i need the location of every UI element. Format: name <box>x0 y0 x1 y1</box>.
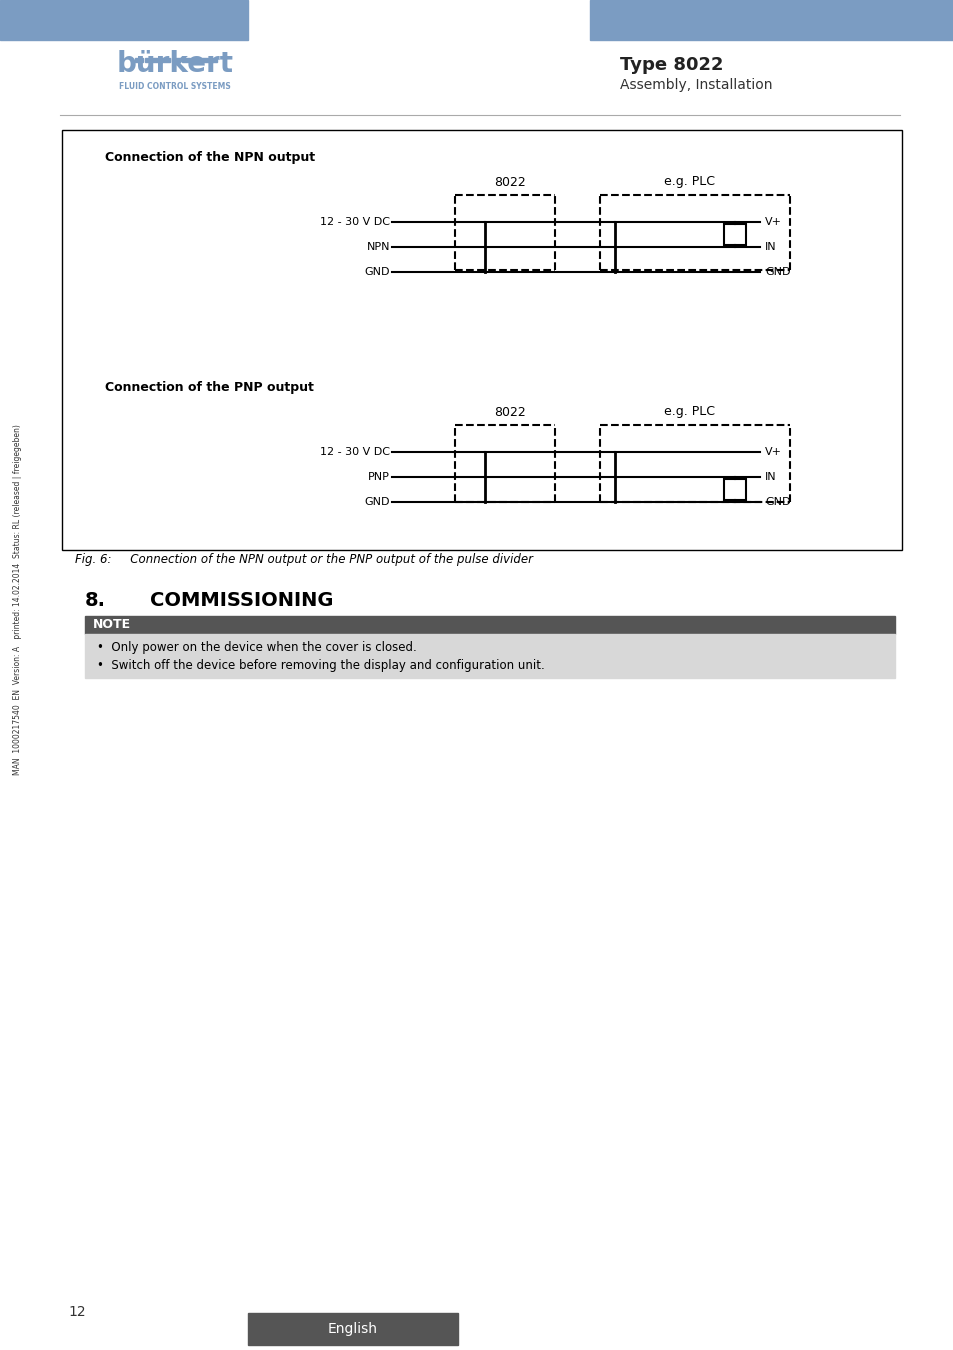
Bar <box>723 479 745 500</box>
Text: Fig. 6:     Connection of the NPN output or the PNP output of the pulse divider: Fig. 6: Connection of the NPN output or … <box>75 554 533 567</box>
Text: FLUID CONTROL SYSTEMS: FLUID CONTROL SYSTEMS <box>119 82 231 90</box>
Bar <box>172 58 180 62</box>
Bar <box>192 58 216 62</box>
Text: IN: IN <box>764 242 776 252</box>
Bar <box>85 616 894 634</box>
Text: GND: GND <box>364 497 390 508</box>
Text: •  Only power on the device when the cover is closed.: • Only power on the device when the cove… <box>97 640 416 653</box>
Text: IN: IN <box>764 472 776 482</box>
Bar <box>135 58 143 62</box>
Bar <box>723 224 745 246</box>
Text: Connection of the NPN output: Connection of the NPN output <box>105 150 314 163</box>
Text: COMMISSIONING: COMMISSIONING <box>150 590 334 609</box>
Text: NPN: NPN <box>366 242 390 252</box>
Text: GND: GND <box>364 267 390 277</box>
Text: bürkert: bürkert <box>116 50 233 78</box>
Text: 12 - 30 V DC: 12 - 30 V DC <box>319 217 390 227</box>
Text: 12: 12 <box>68 1305 86 1319</box>
Text: V+: V+ <box>764 217 781 227</box>
Text: NOTE: NOTE <box>92 618 131 632</box>
Text: Assembly, Installation: Assembly, Installation <box>619 78 772 92</box>
Text: MAN  1000217540  EN  Version: A   printed: 14.02.2014  Status: RL (released | fr: MAN 1000217540 EN Version: A printed: 14… <box>13 424 23 775</box>
Text: •  Switch off the device before removing the display and configuration unit.: • Switch off the device before removing … <box>97 659 544 671</box>
Text: V+: V+ <box>764 447 781 458</box>
Text: PNP: PNP <box>368 472 390 482</box>
Bar <box>182 58 190 62</box>
Bar <box>589 0 953 40</box>
Text: 12 - 30 V DC: 12 - 30 V DC <box>319 447 390 458</box>
Bar <box>145 58 170 62</box>
Text: Connection of the PNP output: Connection of the PNP output <box>105 381 314 393</box>
Bar <box>85 634 894 678</box>
Text: Type 8022: Type 8022 <box>619 55 722 74</box>
Text: 8022: 8022 <box>494 405 525 418</box>
Text: GND: GND <box>764 267 790 277</box>
Text: e.g. PLC: e.g. PLC <box>664 176 715 189</box>
Text: 8.: 8. <box>85 590 106 609</box>
Text: e.g. PLC: e.g. PLC <box>664 405 715 418</box>
Bar <box>248 1314 457 1345</box>
Text: 8022: 8022 <box>494 176 525 189</box>
Bar <box>62 130 901 549</box>
Text: GND: GND <box>764 497 790 508</box>
Text: English: English <box>328 1322 377 1336</box>
Bar <box>0 0 248 40</box>
